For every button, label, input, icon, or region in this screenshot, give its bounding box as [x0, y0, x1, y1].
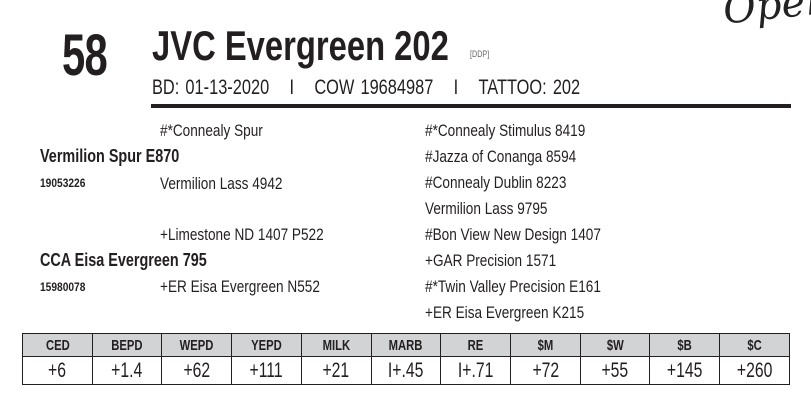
- sire-sd: #Jazza of Conanga 8594: [425, 147, 577, 166]
- epd-header: $C: [719, 333, 790, 357]
- epd-header: MARB: [370, 333, 442, 357]
- epd-header: MILK: [300, 333, 372, 357]
- epd-value: +21: [300, 356, 372, 385]
- lot-number: 58: [62, 23, 108, 88]
- epd-value: +111: [231, 356, 302, 385]
- epd-header: YEPD: [231, 333, 302, 357]
- sire-ds: #Connealy Dublin 8223: [425, 173, 567, 192]
- tattoo: TATTOO: 202: [478, 76, 581, 99]
- epd-header: BEPD: [91, 333, 163, 357]
- dam-ss: #Bon View New Design 1407: [425, 225, 601, 244]
- dam-name: CCA Eisa Evergreen 795: [40, 250, 207, 270]
- designation-tag: [DDP]: [470, 49, 490, 59]
- dam-sire: +Limestone ND 1407 P522: [160, 225, 324, 244]
- dam-reg: 15980078: [40, 280, 86, 294]
- epd-header-row: CED BEPD WEPD YEPD MILK MARB RE $M $W $B…: [22, 333, 790, 357]
- sire-sire: #*Connealy Spur: [160, 121, 263, 140]
- epd-header: RE: [440, 333, 512, 357]
- sire-reg: 19053226: [40, 176, 86, 190]
- separator: I: [453, 76, 459, 99]
- dam-ds: #*Twin Valley Precision E161: [425, 277, 601, 296]
- animal-info: BD: 01-13-2020 I COW 19684987 I TATTOO: 202: [152, 76, 580, 100]
- registration-number: COW 19684987: [314, 76, 434, 99]
- sire-ss: #*Connealy Stimulus 8419: [425, 121, 586, 140]
- dam-sd: +GAR Precision 1571: [425, 251, 557, 270]
- epd-value: +260: [719, 356, 790, 385]
- dam-dd: +ER Eisa Evergreen K215: [425, 303, 585, 322]
- epd-value: +6: [22, 356, 93, 385]
- epd-header: CED: [22, 333, 93, 357]
- epd-header: WEPD: [161, 333, 233, 357]
- epd-value: +62: [161, 356, 233, 385]
- sire-name: Vermilion Spur E870: [40, 146, 180, 166]
- separator: I: [289, 76, 295, 99]
- epd-table: CED BEPD WEPD YEPD MILK MARB RE $M $W $B…: [22, 333, 790, 385]
- birth-date: BD: 01-13-2020: [152, 76, 270, 99]
- epd-header: $W: [579, 333, 651, 357]
- sire-dam: Vermilion Lass 4942: [160, 174, 283, 193]
- handwritten-note: Open: [721, 0, 811, 34]
- animal-name: JVC Evergreen 202: [152, 22, 449, 69]
- sire-dd: Vermilion Lass 9795: [425, 199, 548, 218]
- epd-header: $M: [510, 333, 581, 357]
- epd-header: $B: [649, 333, 721, 357]
- epd-value: +145: [649, 356, 721, 385]
- epd-value: +1.4: [91, 356, 163, 385]
- epd-value: I+.71: [440, 356, 512, 385]
- epd-value: +55: [579, 356, 651, 385]
- divider: [151, 104, 791, 108]
- epd-value: I+.45: [370, 356, 442, 385]
- dam-dam: +ER Eisa Evergreen N552: [160, 277, 320, 296]
- epd-value: +72: [510, 356, 581, 385]
- epd-value-row: +6 +1.4 +62 +111 +21 I+.45 I+.71 +72 +55…: [22, 356, 790, 385]
